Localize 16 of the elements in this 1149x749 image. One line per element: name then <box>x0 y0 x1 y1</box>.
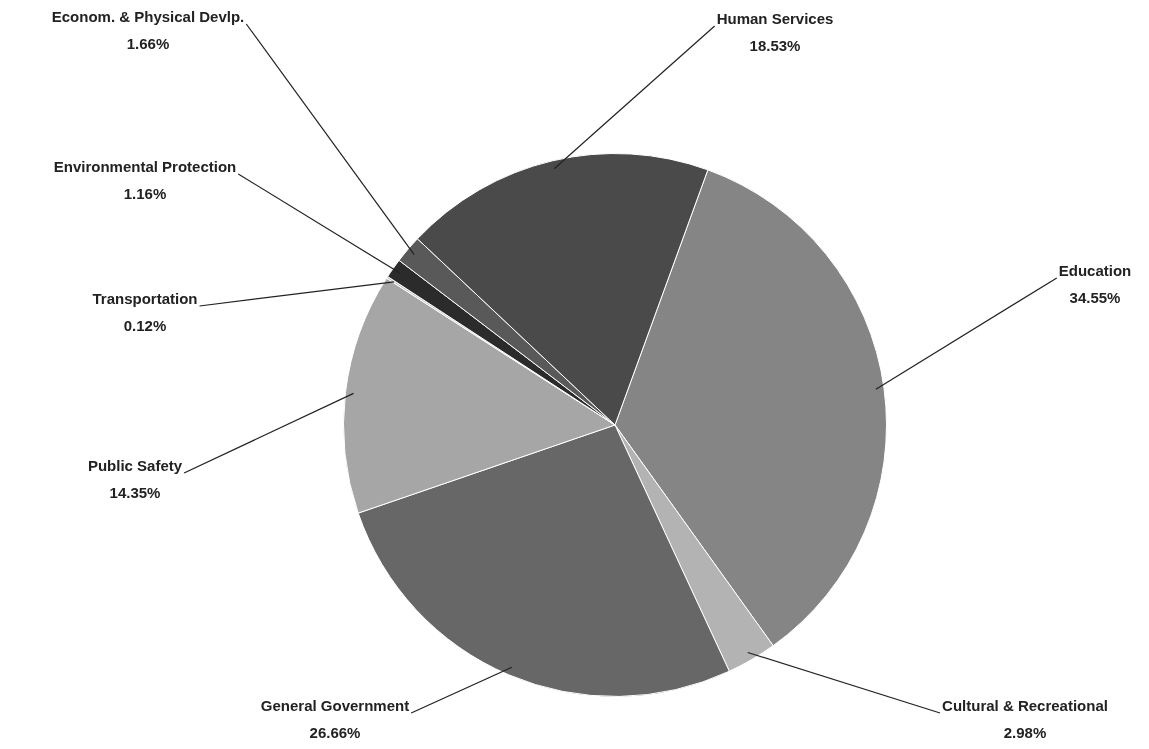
data-label: 18.53% <box>749 37 801 55</box>
data-label: 1.66% <box>126 35 170 53</box>
data-label: 26.66% <box>309 724 361 742</box>
slice-label: Human Services <box>716 10 834 28</box>
slice-label: Transportation <box>92 290 198 308</box>
slice-label: General Government <box>260 697 410 715</box>
data-label: 14.35% <box>109 484 161 502</box>
slice-label: Public Safety <box>87 457 183 475</box>
data-label: 0.12% <box>123 317 167 335</box>
slice-label: Education <box>1058 262 1132 280</box>
data-label: 1.16% <box>123 185 167 203</box>
slice-label: Cultural & Recreational <box>942 697 1108 715</box>
data-label: 2.98% <box>1003 724 1047 742</box>
slice-label: Environmental Protection <box>53 158 237 176</box>
data-label: 34.55% <box>1069 289 1121 307</box>
slice-label: Econom. & Physical Devlp. <box>51 8 245 26</box>
